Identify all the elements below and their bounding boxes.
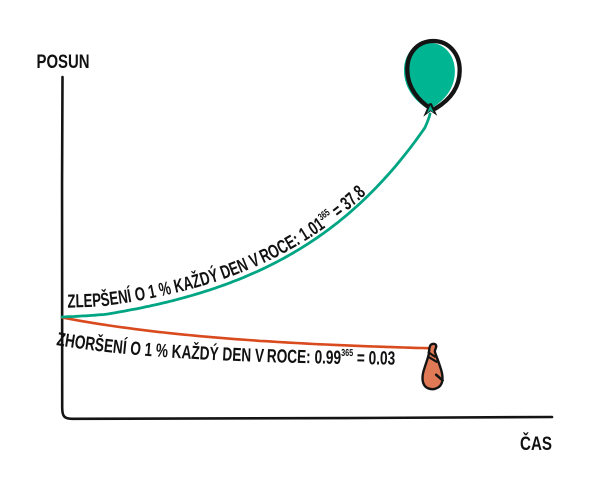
- svg-text:ČAS: ČAS: [520, 433, 552, 455]
- svg-text:POSUN: POSUN: [37, 52, 90, 73]
